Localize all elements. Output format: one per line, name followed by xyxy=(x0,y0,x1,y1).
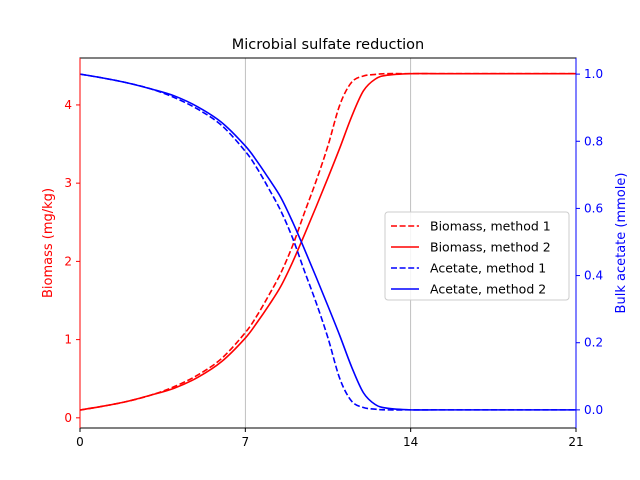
y-right-tick-label: 0.2 xyxy=(584,336,603,350)
y-right-tick-label: 0.4 xyxy=(584,269,603,283)
legend-label: Acetate, method 1 xyxy=(430,261,546,276)
y-left-tick-label: 1 xyxy=(64,333,72,347)
legend-label: Acetate, method 2 xyxy=(430,282,546,297)
x-tick-label: 21 xyxy=(568,435,583,449)
y-right-tick-label: 0.0 xyxy=(584,403,603,417)
y-left-label: Biomass (mg/kg) xyxy=(41,188,56,298)
y-right-tick-label: 1.0 xyxy=(584,67,603,81)
y-right-tick-label: 0.6 xyxy=(584,201,603,215)
legend-label: Biomass, method 1 xyxy=(430,219,551,234)
y-left-tick-label: 2 xyxy=(64,254,72,268)
series-line-4 xyxy=(79,73,576,411)
x-tick-label: 14 xyxy=(403,435,418,449)
y-right-tick-label: 0.8 xyxy=(584,134,603,148)
x-tick-label: 0 xyxy=(76,435,84,449)
chart-title: Microbial sulfate reduction xyxy=(232,37,424,53)
series-line-2 xyxy=(79,72,576,411)
legend-label: Biomass, method 2 xyxy=(430,240,551,255)
y-left-tick-label: 3 xyxy=(64,176,72,190)
legend-box xyxy=(384,211,570,301)
y-left-tick-label: 4 xyxy=(64,98,72,112)
y-right-label: Bulk acetate (mmole) xyxy=(614,173,629,314)
x-tick-label: 7 xyxy=(242,435,250,449)
y-left-tick-label: 0 xyxy=(64,411,72,425)
legend: Biomass, method 1 Biomass, method 2 Acetat… xyxy=(384,211,570,301)
